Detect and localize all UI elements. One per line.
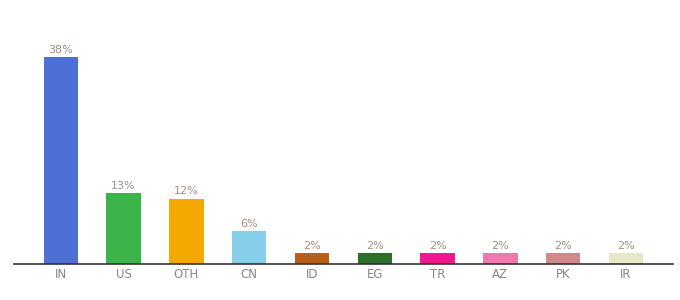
Bar bbox=[483, 253, 517, 264]
Bar bbox=[420, 253, 455, 264]
Bar bbox=[294, 253, 329, 264]
Text: 2%: 2% bbox=[554, 241, 572, 251]
Text: 12%: 12% bbox=[174, 186, 199, 197]
Bar bbox=[169, 199, 204, 264]
Text: 13%: 13% bbox=[112, 181, 136, 191]
Text: 2%: 2% bbox=[303, 241, 321, 251]
Bar bbox=[232, 231, 267, 264]
Text: 38%: 38% bbox=[48, 44, 73, 55]
Text: 6%: 6% bbox=[241, 219, 258, 229]
Text: 2%: 2% bbox=[428, 241, 447, 251]
Bar bbox=[609, 253, 643, 264]
Bar bbox=[106, 193, 141, 264]
Bar bbox=[358, 253, 392, 264]
Bar bbox=[546, 253, 581, 264]
Text: 2%: 2% bbox=[366, 241, 384, 251]
Bar bbox=[44, 57, 78, 264]
Text: 2%: 2% bbox=[492, 241, 509, 251]
Text: 2%: 2% bbox=[617, 241, 635, 251]
